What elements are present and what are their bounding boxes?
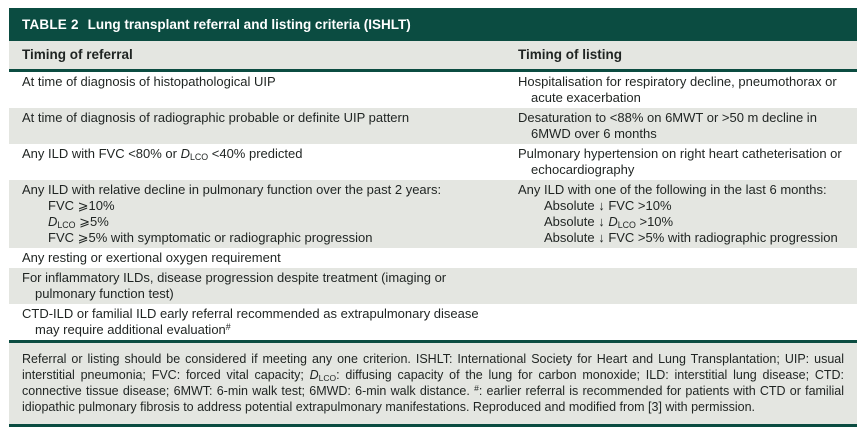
table-body: At time of diagnosis of histopathologica… bbox=[9, 72, 857, 340]
criterion-text: Any resting or exertional oxygen require… bbox=[22, 250, 281, 265]
footnote-bottom-rule bbox=[9, 424, 857, 427]
criterion-text: CTD-ILD or familial ILD early referral r… bbox=[22, 306, 479, 337]
listing-cell: Desaturation to <88% on 6MWT or >50 m de… bbox=[518, 110, 857, 142]
referral-cell: Any ILD with relative decline in pulmona… bbox=[9, 182, 518, 246]
referral-cell: Any resting or exertional oxygen require… bbox=[9, 250, 518, 266]
referral-cell: For inflammatory ILDs, disease progressi… bbox=[9, 270, 518, 302]
table-label: TABLE 2 bbox=[22, 17, 79, 32]
column-header-referral: Timing of referral bbox=[22, 47, 133, 62]
table-title: Lung transplant referral and listing cri… bbox=[87, 17, 411, 32]
table-row: Any ILD with relative decline in pulmona… bbox=[9, 180, 857, 248]
criterion-text: Any ILD with one of the following in the… bbox=[518, 182, 827, 197]
header-divider-rule bbox=[9, 69, 857, 72]
table-row: At time of diagnosis of histopathologica… bbox=[9, 72, 857, 108]
table-row: Any ILD with FVC <80% or DLCO <40% predi… bbox=[9, 144, 857, 180]
criterion-text: For inflammatory ILDs, disease progressi… bbox=[22, 270, 447, 301]
criterion-subitem: Absolute ↓ DLCO >10% bbox=[544, 214, 674, 231]
criterion-subitem: FVC ⩾10% bbox=[48, 198, 115, 213]
referral-cell: At time of diagnosis of radiographic pro… bbox=[9, 110, 518, 142]
criterion-subitem: Absolute ↓ FVC >5% with radiographic pro… bbox=[544, 230, 838, 245]
column-header-listing: Timing of listing bbox=[518, 47, 622, 62]
criterion-subitem: FVC ⩾5% with symptomatic or radiographic… bbox=[48, 230, 373, 245]
criterion-text: Any ILD with relative decline in pulmona… bbox=[22, 182, 442, 197]
criterion-text: Any ILD with FVC <80% or DLCO <40% predi… bbox=[22, 146, 303, 163]
table-row: At time of diagnosis of radiographic pro… bbox=[9, 108, 857, 144]
criterion-text: Hospitalisation for respiratory decline,… bbox=[518, 74, 837, 105]
listing-cell: Hospitalisation for respiratory decline,… bbox=[518, 74, 857, 106]
criterion-text: Desaturation to <88% on 6MWT or >50 m de… bbox=[518, 110, 817, 141]
listing-cell bbox=[518, 306, 857, 338]
table-row: CTD-ILD or familial ILD early referral r… bbox=[9, 304, 857, 340]
listing-cell bbox=[518, 250, 857, 266]
table-row: For inflammatory ILDs, disease progressi… bbox=[9, 268, 857, 304]
table-title-bar: TABLE 2 Lung transplant referral and lis… bbox=[9, 8, 857, 41]
listing-cell: Any ILD with one of the following in the… bbox=[518, 182, 857, 246]
table-row: Any resting or exertional oxygen require… bbox=[9, 248, 857, 268]
listing-cell bbox=[518, 270, 857, 302]
body-bottom-rule bbox=[9, 340, 857, 343]
column-header-row: Timing of referral Timing of listing bbox=[9, 41, 857, 69]
referral-cell: At time of diagnosis of histopathologica… bbox=[9, 74, 518, 106]
referral-cell: CTD-ILD or familial ILD early referral r… bbox=[9, 306, 518, 338]
criterion-text: At time of diagnosis of radiographic pro… bbox=[22, 110, 410, 125]
referral-cell: Any ILD with FVC <80% or DLCO <40% predi… bbox=[9, 146, 518, 178]
criterion-text: At time of diagnosis of histopathologica… bbox=[22, 74, 276, 89]
criterion-subitem: DLCO ⩾5% bbox=[48, 214, 109, 231]
table-footnote: Referral or listing should be considered… bbox=[9, 343, 857, 424]
criterion-text: Pulmonary hypertension on right heart ca… bbox=[518, 146, 842, 177]
listing-cell: Pulmonary hypertension on right heart ca… bbox=[518, 146, 857, 178]
criterion-subitem: Absolute ↓ FVC >10% bbox=[544, 198, 672, 213]
